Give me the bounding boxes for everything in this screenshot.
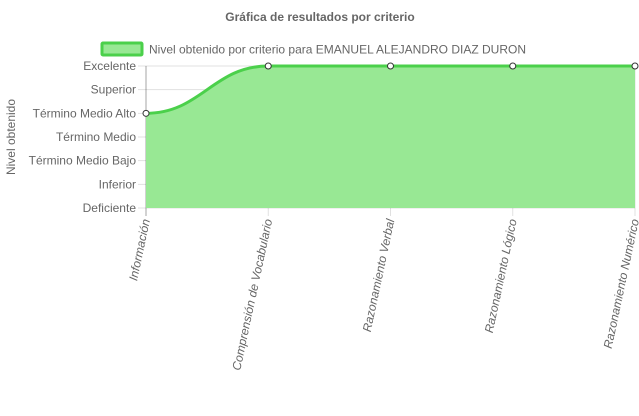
legend-swatch[interactable] [100,41,144,57]
x-tick-labels: Información Comprensión de Vocabulario Raz… [126,217,639,371]
data-point-razonamiento-verbal[interactable] [387,62,394,70]
y-tick-inferior: Inferior [99,177,136,191]
x-tick-razonamiento-logico: Razonamiento Lógico [482,217,520,334]
y-tick-deficiente: Deficiente [83,201,137,215]
x-tick-comprension-de-vocabulario: Comprensión de Vocabulario [229,217,275,371]
chart-title: Gráfica de resultados por criterio [225,10,414,24]
legend[interactable]: Nivel obtenido por criterio para EMANUEL… [100,41,526,57]
legend-label[interactable]: Nivel obtenido por criterio para EMANUEL… [149,43,526,57]
data-points[interactable] [142,62,639,117]
y-axis-label: Nivel obtenido [4,99,18,175]
y-tick-superior: Superior [91,83,136,97]
data-point-razonamiento-logico[interactable] [509,62,517,70]
y-tick-termino-medio-bajo: Término Medio Bajo [29,154,137,168]
y-tick-termino-medio-alto: Término Medio Alto [33,106,137,120]
y-tick-labels: Deficiente Inferior Término Medio Bajo Térm… [29,59,137,215]
y-tick-excelente: Excelente [83,59,136,73]
y-tick-termino-medio: Término Medio [56,130,136,144]
x-tick-razonamiento-numerico: Razonamiento Numérico [601,217,639,349]
data-point-comprension-de-vocabulario[interactable] [264,62,272,70]
x-tick-informacion: Información [126,217,153,282]
series-area [146,66,635,208]
data-point-informacion[interactable] [142,109,150,117]
x-tick-razonamiento-verbal: Razonamiento Verbal [360,217,398,333]
series-layer [145,64,635,208]
data-point-razonamiento-numerico[interactable] [631,62,639,70]
